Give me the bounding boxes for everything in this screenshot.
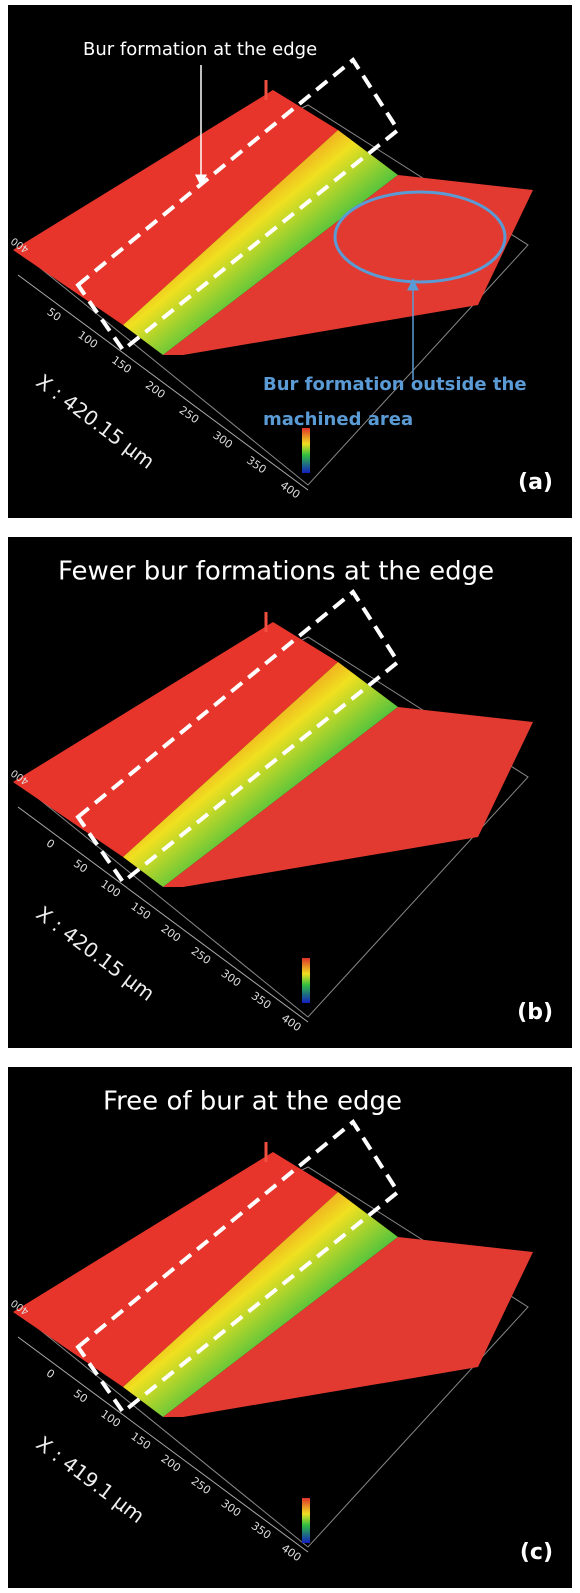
left-plateau <box>13 622 338 857</box>
right-plateau <box>163 707 533 887</box>
color-bar <box>302 428 310 473</box>
panel-label: (a) <box>518 470 553 495</box>
left-plateau <box>13 1152 338 1387</box>
right-plateau <box>163 175 533 355</box>
annotation: Free of bur at the edge <box>103 1087 402 1117</box>
x-axis <box>17 806 309 1023</box>
callout-text: machined area <box>263 409 413 430</box>
color-bar <box>302 1498 310 1543</box>
callout-text: Bur formation outside the <box>263 374 527 395</box>
annotation: Bur formation at the edge <box>83 39 317 60</box>
panel-label: (b) <box>517 1000 553 1025</box>
left-plateau <box>13 90 338 325</box>
dashed-region <box>75 589 401 885</box>
panel-label: (c) <box>520 1540 553 1565</box>
color-bar <box>302 958 310 1003</box>
dashed-region <box>75 1119 401 1415</box>
right-plateau <box>163 1237 533 1417</box>
x-axis <box>17 274 309 491</box>
x-axis <box>17 1336 309 1553</box>
callout-circle <box>333 190 507 284</box>
annotation: Fewer bur formations at the edge <box>58 557 494 587</box>
dashed-region <box>75 57 401 353</box>
